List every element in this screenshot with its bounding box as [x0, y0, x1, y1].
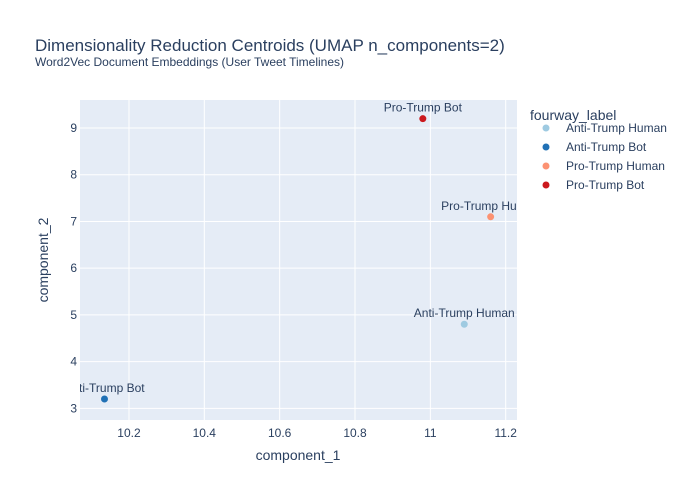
- y-axis-title: component_2: [35, 217, 51, 302]
- x-tick-label: 11.2: [494, 426, 517, 440]
- scatter-point[interactable]: [100, 395, 108, 403]
- scatter-point[interactable]: [487, 213, 495, 221]
- legend-label: Anti-Trump Human: [566, 121, 667, 135]
- scatter-point[interactable]: [419, 115, 427, 123]
- grid-lines: [80, 100, 517, 420]
- chart-subtitle: Word2Vec Document Embeddings (User Tweet…: [35, 55, 344, 69]
- y-tick-label: 8: [70, 168, 77, 182]
- legend-marker: [542, 143, 550, 151]
- legend-label: Pro-Trump Bot: [566, 178, 645, 192]
- chart-title: Dimensionality Reduction Centroids (UMAP…: [35, 36, 505, 55]
- y-tick-label: 3: [70, 401, 77, 415]
- legend-marker: [542, 124, 550, 132]
- legend-item[interactable]: Pro-Trump Human: [542, 159, 665, 173]
- scatter-point[interactable]: [460, 320, 468, 328]
- legend-label: Anti-Trump Bot: [566, 140, 647, 154]
- legend-item[interactable]: Pro-Trump Bot: [542, 178, 645, 192]
- x-tick-label: 10.4: [193, 426, 217, 440]
- legend-marker: [542, 181, 550, 189]
- y-axis-ticks: 3 4 5 6 7 8 9: [70, 121, 77, 415]
- x-axis-title: component_1: [256, 447, 341, 463]
- x-tick-label: 10.6: [268, 426, 292, 440]
- legend-title: fourway_label: [530, 107, 616, 123]
- legend[interactable]: Anti-Trump Human Anti-Trump Bot Pro-Trump …: [542, 121, 667, 192]
- y-tick-label: 4: [70, 355, 77, 369]
- point-label: Pro-Trump Bot: [384, 101, 463, 115]
- data-points: Anti-Trump Human Anti-Trump Bot Pro-Trump …: [64, 101, 540, 403]
- x-tick-label: 11: [424, 426, 437, 440]
- legend-item[interactable]: Anti-Trump Bot: [542, 140, 647, 154]
- legend-item[interactable]: Anti-Trump Human: [542, 121, 667, 135]
- y-tick-label: 5: [70, 308, 77, 322]
- point-label: Anti-Trump Bot: [64, 381, 145, 395]
- y-tick-label: 7: [70, 214, 77, 228]
- point-label: Anti-Trump Human: [414, 306, 515, 320]
- x-tick-label: 10.2: [117, 426, 141, 440]
- y-tick-label: 9: [70, 121, 77, 135]
- legend-label: Pro-Trump Human: [566, 159, 665, 173]
- point-label: Pro-Trump Human: [441, 199, 540, 213]
- x-tick-label: 10.8: [343, 426, 367, 440]
- legend-marker: [542, 162, 550, 170]
- y-tick-label: 6: [70, 261, 77, 275]
- x-axis-ticks: 10.2 10.4 10.6 10.8 11 11.2: [117, 426, 517, 440]
- plot-area: [80, 100, 517, 420]
